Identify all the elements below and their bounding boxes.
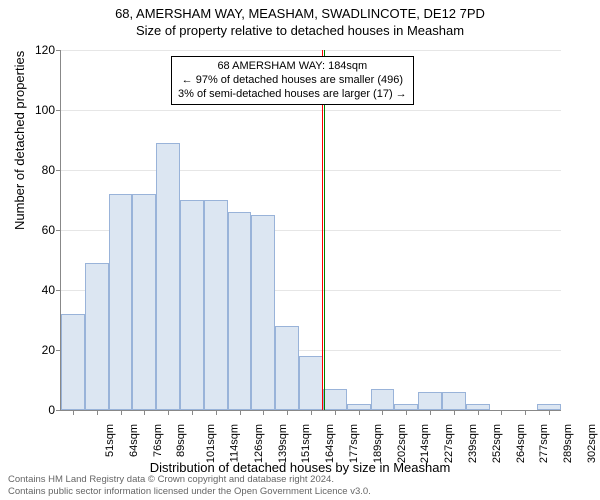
gridline	[61, 110, 561, 111]
x-tick	[287, 410, 288, 415]
x-tick	[240, 410, 241, 415]
histogram-bar	[275, 326, 299, 410]
x-tick	[382, 410, 383, 415]
annotation-line-1: 68 AMERSHAM WAY: 184sqm	[178, 60, 407, 74]
footer: Contains HM Land Registry data © Crown c…	[8, 474, 371, 498]
page-subtitle: Size of property relative to detached ho…	[0, 21, 600, 38]
histogram-bar	[204, 200, 228, 410]
x-tick	[121, 410, 122, 415]
histogram-bar	[156, 143, 180, 410]
x-tick-label: 76sqm	[152, 424, 164, 457]
x-tick	[192, 410, 193, 415]
histogram-bar	[299, 356, 323, 410]
histogram-bar	[371, 389, 395, 410]
x-axis-label: Distribution of detached houses by size …	[0, 460, 600, 475]
x-tick	[525, 410, 526, 415]
x-tick	[430, 410, 431, 415]
y-tick-label: 20	[15, 343, 55, 357]
histogram-bar	[442, 392, 466, 410]
y-axis-label: Number of detached properties	[12, 51, 27, 230]
x-tick-label: 64sqm	[128, 424, 140, 457]
y-tick	[56, 110, 61, 111]
x-tick	[216, 410, 217, 415]
x-tick	[144, 410, 145, 415]
histogram-bar	[228, 212, 252, 410]
x-tick	[335, 410, 336, 415]
x-tick-label: 126sqm	[253, 424, 265, 463]
x-tick-label: 177sqm	[348, 424, 360, 463]
x-tick-label: 189sqm	[372, 424, 384, 463]
histogram-bar	[109, 194, 133, 410]
x-tick-label: 101sqm	[205, 424, 217, 463]
x-tick	[549, 410, 550, 415]
annotation-line-3: 3% of semi-detached houses are larger (1…	[178, 88, 407, 102]
annotation-line-2: ← 97% of detached houses are smaller (49…	[178, 74, 407, 88]
histogram-bar	[85, 263, 109, 410]
footer-line-2: Contains public sector information licen…	[8, 486, 371, 498]
y-tick-label: 100	[15, 103, 55, 117]
x-tick-label: 114sqm	[228, 424, 240, 462]
x-tick-label: 302sqm	[586, 424, 598, 463]
annotation-box: 68 AMERSHAM WAY: 184sqm← 97% of detached…	[171, 56, 414, 105]
histogram-bar	[132, 194, 156, 410]
y-tick	[56, 230, 61, 231]
y-tick-label: 0	[15, 403, 55, 417]
x-tick-label: 227sqm	[443, 424, 455, 463]
x-tick-label: 164sqm	[324, 424, 336, 463]
x-tick	[311, 410, 312, 415]
histogram-bar	[61, 314, 85, 410]
y-tick-label: 40	[15, 283, 55, 297]
histogram-bar	[323, 389, 347, 410]
x-tick-label: 277sqm	[539, 424, 551, 463]
x-tick	[454, 410, 455, 415]
footer-line-1: Contains HM Land Registry data © Crown c…	[8, 474, 371, 486]
x-tick	[359, 410, 360, 415]
x-tick-label: 202sqm	[396, 424, 408, 463]
y-tick-label: 80	[15, 163, 55, 177]
gridline	[61, 50, 561, 51]
histogram-bar	[418, 392, 442, 410]
x-tick-label: 289sqm	[562, 424, 574, 463]
histogram-bar	[251, 215, 275, 410]
x-tick	[97, 410, 98, 415]
x-tick	[501, 410, 502, 415]
histogram-bar	[180, 200, 204, 410]
y-tick-label: 60	[15, 223, 55, 237]
x-tick-label: 51sqm	[104, 424, 116, 457]
y-tick	[56, 410, 61, 411]
y-tick-label: 120	[15, 43, 55, 57]
x-tick	[263, 410, 264, 415]
x-tick-label: 139sqm	[277, 424, 289, 463]
y-tick	[56, 290, 61, 291]
x-tick-label: 89sqm	[175, 424, 187, 457]
x-tick-label: 214sqm	[420, 424, 432, 463]
y-tick	[56, 50, 61, 51]
x-tick	[73, 410, 74, 415]
x-tick	[478, 410, 479, 415]
y-tick	[56, 170, 61, 171]
x-tick-label: 252sqm	[491, 424, 503, 463]
x-tick	[406, 410, 407, 415]
x-tick-label: 151sqm	[301, 424, 313, 463]
gridline	[61, 170, 561, 171]
plot-area: 02040608010012051sqm64sqm76sqm89sqm101sq…	[60, 50, 561, 411]
x-tick-label: 264sqm	[515, 424, 527, 463]
x-tick-label: 239sqm	[467, 424, 479, 463]
page-title: 68, AMERSHAM WAY, MEASHAM, SWADLINCOTE, …	[0, 0, 600, 21]
chart: 02040608010012051sqm64sqm76sqm89sqm101sq…	[60, 50, 560, 410]
x-tick	[168, 410, 169, 415]
